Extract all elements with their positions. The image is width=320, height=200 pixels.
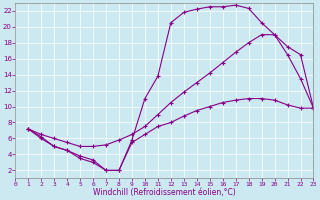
X-axis label: Windchill (Refroidissement éolien,°C): Windchill (Refroidissement éolien,°C): [93, 188, 236, 197]
